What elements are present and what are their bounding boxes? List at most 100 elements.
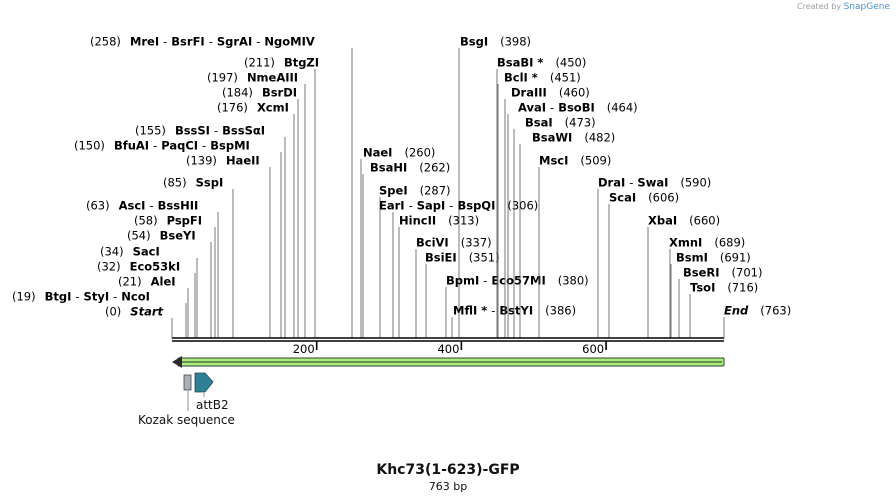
site-bsawi[interactable]: BsaWI (482) (519, 131, 615, 339)
enzyme-name: PspFI (167, 214, 202, 228)
feature-label-attb2: attB2 (196, 398, 229, 412)
site-position: (85) (163, 176, 187, 190)
site-position: (139) (186, 154, 217, 168)
site-bsgi[interactable]: BsgI (398) (458, 35, 531, 339)
site-scai[interactable]: ScaI (606) (608, 191, 679, 339)
enzyme-name: BsaBI * (497, 56, 543, 70)
enzyme-name: XbaI (648, 214, 677, 228)
site-asci[interactable]: (63) AscI - BssHII (86, 199, 219, 339)
site-eco53ki[interactable]: (32) Eco53kI (97, 260, 196, 339)
separator: - (550, 101, 554, 115)
site-position: (32) (97, 260, 121, 274)
enzyme-name: BsaWI (532, 131, 572, 145)
site-position: (380) (558, 274, 589, 288)
site-mrei[interactable]: (258) MreI - BsrFI - SgrAI - NgoMIV (90, 35, 353, 339)
separator: - (629, 176, 633, 190)
site-position: (260) (404, 146, 435, 160)
site-position: (473) (565, 116, 596, 130)
site-bsahi[interactable]: BsaHI (262) (362, 161, 450, 339)
site-position: (716) (727, 281, 758, 295)
site-position: (351) (469, 251, 500, 265)
site-eari[interactable]: EarI - SapI - BspQI (306) (379, 199, 538, 339)
site-alei[interactable]: (21) AleI (118, 275, 189, 339)
kozak-feature[interactable] (183, 374, 192, 391)
enzyme-name: BssHII (158, 199, 199, 213)
snapgene-credit: Created by SnapGene (797, 2, 890, 12)
site-haeii[interactable]: (139) HaeII (186, 154, 271, 339)
site-bcivi[interactable]: BciVI (337) (415, 236, 492, 339)
site-naei[interactable]: NaeI (260) (360, 146, 435, 339)
separator: - (483, 274, 487, 288)
site-layer: (258) MreI - BsrFI - SgrAI - NgoMIV(211) BtgZI(1… (12, 35, 791, 339)
site-bfuai[interactable]: (150) BfuAI - PaqCI - BspMI (74, 139, 282, 339)
site-xcmi[interactable]: (176) XcmI (217, 101, 295, 339)
separator: - (202, 139, 206, 153)
credit-prefix: Created by (797, 2, 842, 11)
enzyme-name: MflI * (453, 304, 487, 318)
site-start[interactable]: (0) Start (105, 305, 173, 339)
site-bsssi[interactable]: (155) BssSI - BssSαI (135, 124, 286, 339)
site-spei[interactable]: SpeI (287) (379, 184, 451, 339)
site-position: (482) (584, 131, 615, 145)
site-bsrdi[interactable]: (184) BsrDI (222, 86, 299, 339)
enzyme-name: BssSI (175, 124, 210, 138)
separator: - (214, 124, 218, 138)
site-position: (451) (550, 71, 581, 85)
site-bsmi[interactable]: BsmI (691) (670, 251, 751, 339)
enzyme-name: BssSαI (222, 124, 265, 138)
attb2-feature[interactable] (194, 372, 214, 393)
site-xmni[interactable]: XmnI (689) (669, 236, 745, 339)
enzyme-name: BclI * (504, 71, 538, 85)
enzyme-name: BsaHI (370, 161, 407, 175)
site-position: (184) (222, 86, 253, 100)
enzyme-name: BtgI (45, 290, 72, 304)
enzyme-name: XmnI (669, 236, 702, 250)
map-length: 763 bp (428, 480, 468, 493)
enzyme-name: HaeII (226, 154, 260, 168)
site-position: (287) (420, 184, 451, 198)
site-btgzi[interactable]: (211) BtgZI (244, 56, 319, 339)
site-end[interactable]: End (763) (723, 304, 791, 339)
site-btgi[interactable]: (19) BtgI - StyI - NcoI (12, 290, 187, 339)
site-position: (0) (105, 305, 121, 319)
enzyme-name: BsrFI (171, 35, 204, 49)
site-position: (21) (118, 275, 142, 289)
separator: - (409, 199, 413, 213)
site-avai[interactable]: AvaI - BsoBI (464) (507, 101, 638, 339)
site-bseyi[interactable]: (54) BseYI (127, 229, 212, 339)
site-bsiei[interactable]: BsiEI (351) (425, 251, 500, 339)
site-drai[interactable]: DraI - SwaI (590) (597, 176, 711, 339)
site-position: (660) (689, 214, 720, 228)
site-xbai[interactable]: XbaI (660) (647, 214, 720, 339)
features (183, 372, 214, 411)
separator: - (449, 199, 453, 213)
site-position: (460) (559, 86, 590, 100)
enzyme-name: TsoI (690, 281, 715, 295)
enzyme-name: BsgI (460, 35, 488, 49)
enzyme-name: BseYI (160, 229, 196, 243)
enzyme-name: BsaI (525, 116, 553, 130)
site-bsai[interactable]: BsaI (473) (513, 116, 596, 339)
site-draiii[interactable]: DraIII (460) (504, 86, 590, 339)
site-position: (211) (244, 56, 275, 70)
enzyme-name: AscI (119, 199, 146, 213)
site-bcli[interactable]: BclI * (451) (497, 71, 581, 339)
enzyme-name: SwaI (637, 176, 668, 190)
site-msci[interactable]: MscI (509) (538, 154, 611, 339)
orf-arrow[interactable] (172, 356, 725, 368)
site-bseri[interactable]: BseRI (701) (678, 266, 762, 339)
site-sspi[interactable]: (85) SspI (163, 176, 234, 339)
site-nmeaiii[interactable]: (197) NmeAIII (207, 71, 306, 339)
enzyme-name: NcoI (121, 290, 150, 304)
enzyme-name: BstYI (499, 304, 533, 318)
site-position: (155) (135, 124, 166, 138)
enzyme-name: Start (130, 305, 163, 319)
site-bsabi[interactable]: BsaBI * (450) (496, 56, 586, 339)
site-position: (398) (500, 35, 531, 49)
site-saci[interactable]: (34) SacI (100, 245, 198, 339)
site-pspfi[interactable]: (58) PspFI (134, 214, 216, 339)
enzyme-name: MscI (539, 154, 568, 168)
site-tsoi[interactable]: TsoI (716) (689, 281, 758, 339)
enzyme-name: SacI (133, 245, 160, 259)
site-hincii[interactable]: HincII (313) (398, 214, 479, 339)
